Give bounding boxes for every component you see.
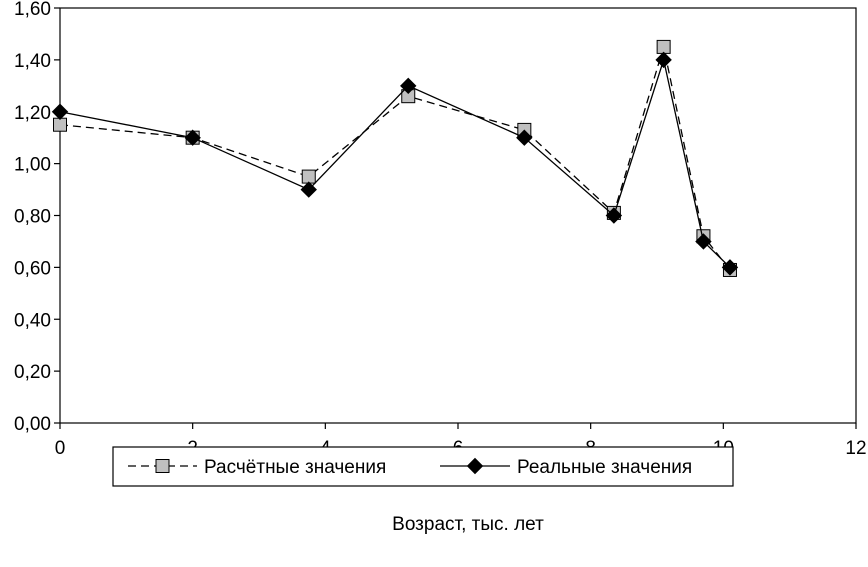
x-tick-label: 0 xyxy=(55,438,66,459)
legend: Расчётные значения Реальные значения xyxy=(112,446,734,487)
y-tick-label: 0,20 xyxy=(14,362,51,383)
x-tick-label: 12 xyxy=(845,438,866,459)
y-tick-label: 0,80 xyxy=(14,207,51,228)
series-line xyxy=(59,46,731,271)
data-point xyxy=(656,39,671,54)
legend-item: Расчётные значения xyxy=(128,457,386,478)
legend-item: Реальные значения xyxy=(440,457,692,478)
legend-diamond-marker xyxy=(466,457,484,475)
plot-frame xyxy=(59,7,857,424)
y-tick-label: 1,40 xyxy=(14,51,51,72)
data-point xyxy=(516,129,533,146)
y-tick-label: 1,20 xyxy=(14,103,51,124)
data-point xyxy=(695,233,712,250)
y-tick-label: 0,40 xyxy=(14,310,51,331)
data-point xyxy=(605,207,623,224)
y-tick-label: 0,60 xyxy=(14,258,51,279)
data-point xyxy=(51,103,69,120)
series-calculated xyxy=(53,39,737,277)
y-tick-label: 1,60 xyxy=(14,0,51,20)
data-point xyxy=(400,77,417,95)
data-point xyxy=(53,117,67,132)
legend-square-marker xyxy=(155,459,170,473)
y-tick-label: 0,00 xyxy=(14,414,51,435)
y-tick-label: 1,00 xyxy=(14,155,51,176)
data-point xyxy=(300,181,317,198)
data-point xyxy=(184,129,201,146)
legend-label: Расчётные значения xyxy=(204,457,386,478)
plot-area xyxy=(59,7,857,424)
legend-box xyxy=(112,446,734,487)
legend-label: Реальные значения xyxy=(517,457,692,478)
series-layer xyxy=(51,39,739,277)
series-line xyxy=(59,57,731,268)
x-axis-title: Возраст, тыс. лет xyxy=(392,514,544,535)
data-point xyxy=(655,51,672,69)
data-point xyxy=(721,259,739,276)
series-real xyxy=(51,51,739,276)
y-axis-ticks: 0,00 0,20 0,40 0,60 0,80 1,00 1,20 1,40 1,60 xyxy=(14,0,60,435)
data-point xyxy=(301,169,316,184)
